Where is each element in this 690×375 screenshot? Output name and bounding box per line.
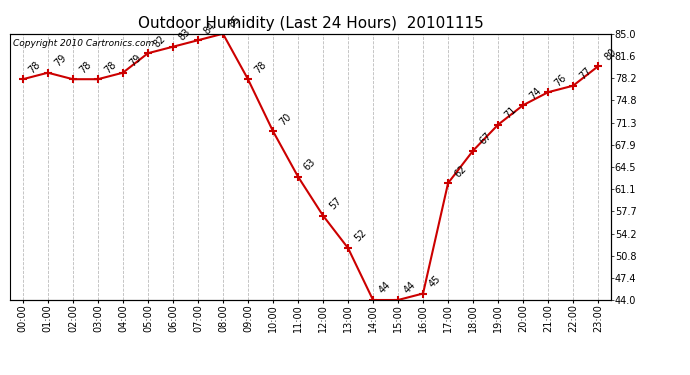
- Title: Outdoor Humidity (Last 24 Hours)  20101115: Outdoor Humidity (Last 24 Hours) 2010111…: [137, 16, 484, 31]
- Text: 63: 63: [302, 157, 318, 172]
- Text: 70: 70: [277, 111, 293, 127]
- Text: 78: 78: [252, 59, 268, 75]
- Text: 79: 79: [52, 53, 68, 69]
- Text: 77: 77: [578, 66, 593, 81]
- Text: Copyright 2010 Cartronics.com: Copyright 2010 Cartronics.com: [13, 39, 155, 48]
- Text: 76: 76: [552, 72, 568, 88]
- Text: 78: 78: [77, 59, 93, 75]
- Text: 67: 67: [477, 130, 493, 147]
- Text: 79: 79: [127, 53, 143, 69]
- Text: 57: 57: [327, 195, 343, 211]
- Text: 85: 85: [227, 14, 243, 30]
- Text: 78: 78: [102, 59, 118, 75]
- Text: 82: 82: [152, 33, 168, 49]
- Text: 44: 44: [377, 280, 393, 296]
- Text: 44: 44: [402, 280, 418, 296]
- Text: 45: 45: [427, 273, 443, 290]
- Text: 62: 62: [452, 163, 468, 179]
- Text: 74: 74: [527, 85, 543, 101]
- Text: 80: 80: [602, 46, 618, 62]
- Text: 83: 83: [177, 27, 193, 43]
- Text: 52: 52: [352, 228, 368, 244]
- Text: 78: 78: [27, 59, 43, 75]
- Text: 84: 84: [202, 20, 218, 36]
- Text: 71: 71: [502, 105, 518, 120]
